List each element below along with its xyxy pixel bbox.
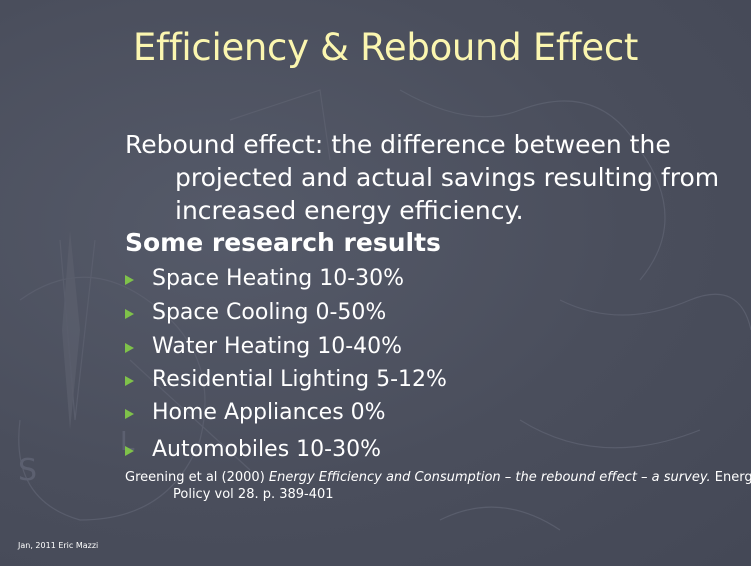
arrowhead-bullet-icon xyxy=(125,376,134,386)
citation-title: Energy Efficiency and Consumption – the … xyxy=(268,470,711,485)
citation-authors: Greening et al (2000) xyxy=(125,470,269,485)
list-item-text: Home Appliances 0% xyxy=(152,400,386,425)
list-item-text: Space Heating 10-30% xyxy=(152,266,405,291)
svg-text:S: S xyxy=(18,453,37,488)
list-item-text: Water Heating 10-40% xyxy=(152,334,403,359)
subheading: Some research results xyxy=(125,228,441,257)
arrowhead-bullet-icon xyxy=(125,343,134,353)
list-item-text: Residential Lighting 5-12% xyxy=(152,367,447,392)
definition-text: Rebound effect: the difference between t… xyxy=(125,130,720,225)
slide-title: Efficiency & Rebound Effect xyxy=(132,26,639,69)
list-item-text: Space Cooling 0-50% xyxy=(152,300,387,325)
arrowhead-bullet-icon xyxy=(125,409,134,419)
list-item-text: Automobiles 10-30% xyxy=(152,437,381,462)
citation-source: Energy Policy vol 28. p. 389-401 xyxy=(173,470,751,502)
arrowhead-bullet-icon xyxy=(125,446,134,456)
arrowhead-bullet-icon xyxy=(125,309,134,319)
arrowhead-bullet-icon xyxy=(125,275,134,285)
citation: Greening et al (2000) Energy Efficiency … xyxy=(125,469,751,503)
footer-credit: Jan, 2011 Eric Mazzi xyxy=(18,541,99,550)
